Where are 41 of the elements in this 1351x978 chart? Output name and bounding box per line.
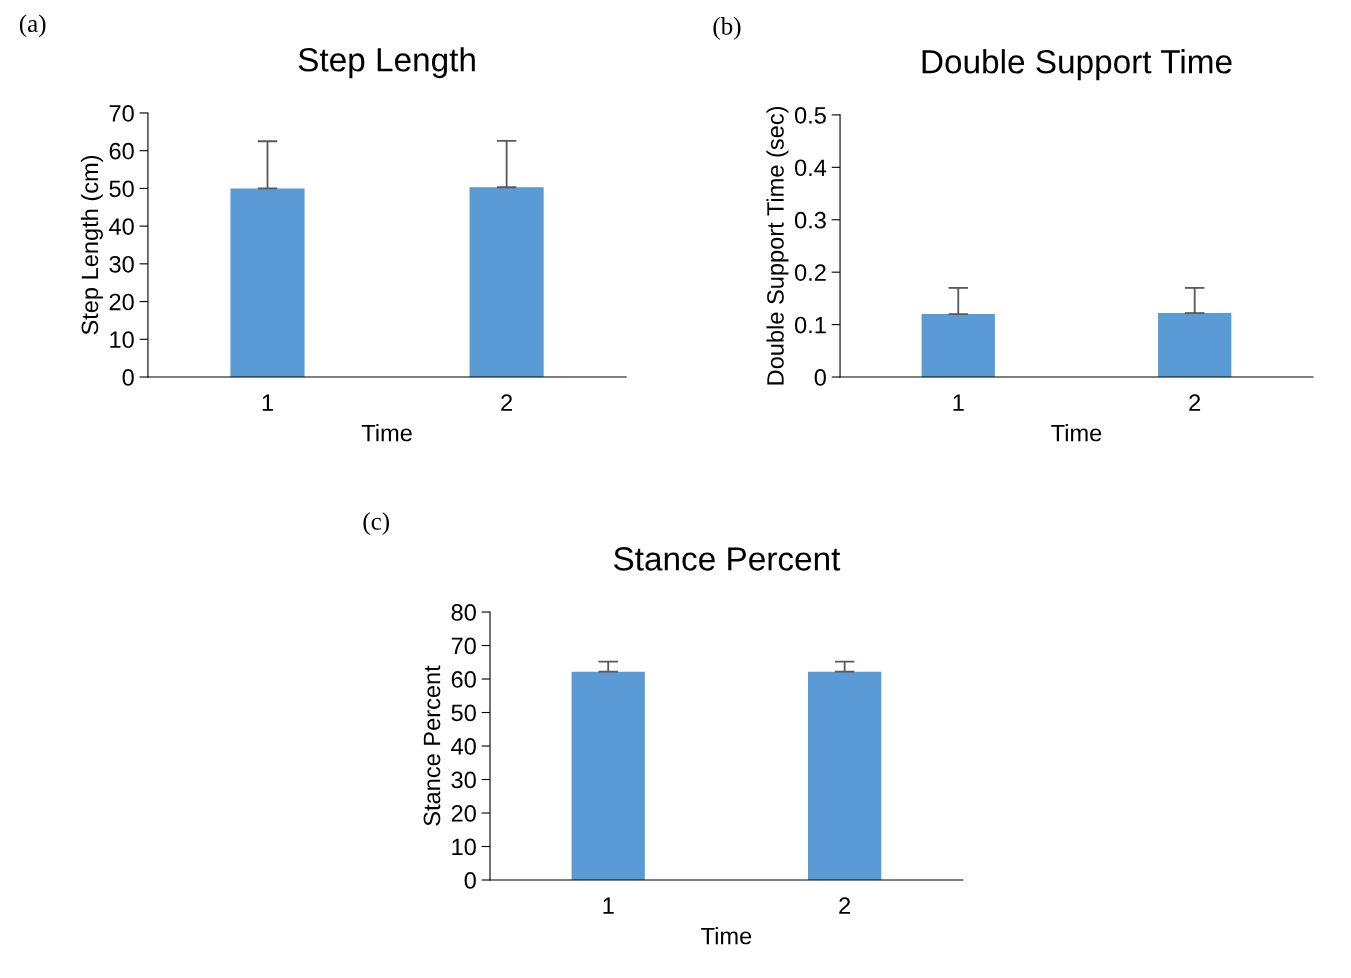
x-axis-title: Time [361,424,412,442]
x-axis-title: Time [701,927,752,945]
y-tick-label: 60 [109,142,134,160]
y-tick-label: 40 [451,738,476,755]
x-tick-label: 1 [603,897,614,914]
chart-title: Stance Percent [614,547,841,571]
x-tick-label: 2 [1189,394,1201,411]
y-tick-label: 10 [110,331,134,349]
y-tick-label: 80 [451,604,476,621]
x-tick-label: 1 [953,394,964,411]
chart-title: Double Support Time [922,49,1232,81]
y-tick-label: 20 [451,805,476,822]
y-axis-title: Double Support Time (sec) [766,107,789,385]
x-tick-label: 2 [839,897,851,914]
text: (b) [713,17,741,40]
y-tick-label: 0.2 [794,264,826,281]
y-tick-label: 30 [109,255,134,273]
y-tick-label: 0.4 [794,159,827,177]
y-tick-label: 0 [814,369,826,386]
y-axis-title: Step Length (cm) [80,155,103,335]
y-tick-label: 60 [451,671,476,688]
y-tick-label: 50 [109,180,134,198]
y-tick-label: 40 [109,218,134,235]
y-tick-label: 50 [451,704,476,722]
text: (a) [19,14,46,38]
x-tick-label: 1 [262,394,273,411]
y-tick-label: 20 [109,293,134,311]
y-tick-label: 10 [452,838,476,856]
x-axis-title: Time [1051,424,1102,442]
y-tick-label: 0.1 [794,316,826,334]
y-tick-label: 70 [451,637,476,655]
y-tick-label: 0 [464,872,476,889]
y-tick-label: 0.3 [794,211,826,229]
y-tick-label: 0 [122,369,134,386]
y-axis-title: Stance Percent [423,665,441,826]
chart-title: Step Length [298,47,475,79]
y-tick-label: 30 [451,771,476,789]
text: (c) [363,512,389,535]
x-tick-label: 2 [501,394,513,411]
y-tick-label: 70 [109,105,134,122]
y-tick-label: 0.5 [794,106,826,124]
